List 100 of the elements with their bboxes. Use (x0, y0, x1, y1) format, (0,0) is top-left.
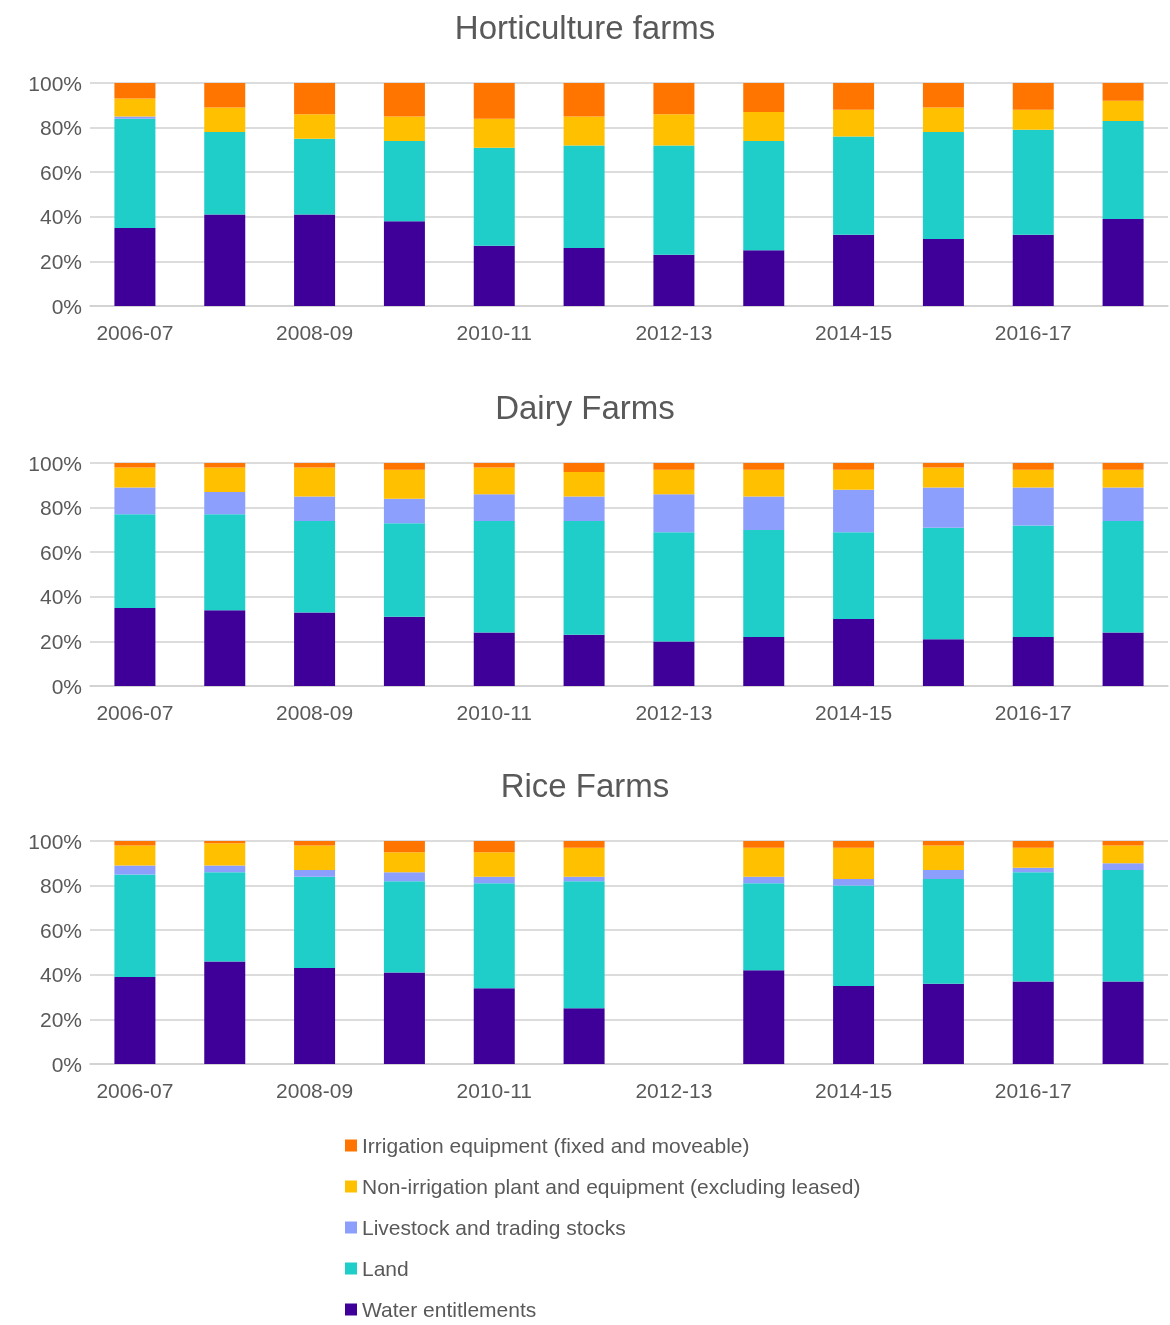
bar (294, 876, 336, 969)
bar (833, 878, 875, 886)
bar (833, 83, 875, 110)
bar (563, 145, 605, 249)
legend-label: Irrigation equipment (fixed and moveable) (362, 1134, 750, 1157)
bar (294, 612, 336, 686)
y-tick-label: 0% (51, 294, 82, 318)
bar (1102, 219, 1144, 306)
bar (922, 467, 964, 488)
bar (473, 467, 515, 495)
bar (294, 869, 336, 877)
bar (922, 83, 964, 108)
bar (922, 239, 964, 306)
bar (204, 514, 246, 611)
bar (114, 227, 156, 306)
bar (833, 109, 875, 137)
bar (833, 463, 875, 470)
bar (114, 865, 156, 875)
bar (922, 878, 964, 984)
bar (473, 494, 515, 521)
bar (653, 463, 695, 470)
bar (383, 498, 425, 524)
bar (653, 641, 695, 686)
bar (743, 883, 785, 971)
bar (833, 136, 875, 235)
bar (922, 639, 964, 686)
x-tick-label: 2010-11 (456, 321, 533, 344)
bar (1012, 867, 1054, 873)
bar (383, 83, 425, 117)
x-tick-label: 2010-11 (456, 701, 533, 724)
bar (204, 841, 246, 844)
bar (473, 118, 515, 148)
bar (1012, 109, 1054, 130)
y-tick-label: 60% (39, 540, 82, 564)
bar (114, 98, 156, 117)
bar (383, 116, 425, 141)
legend-label: Land (362, 1257, 409, 1280)
bar (833, 234, 875, 306)
bar (1102, 520, 1144, 633)
bar (383, 221, 425, 306)
bar (114, 463, 156, 468)
bar (1102, 463, 1144, 470)
bar (1102, 83, 1144, 101)
x-tick-label: 2010-11 (456, 1079, 533, 1102)
bar (1102, 845, 1144, 864)
bar (833, 841, 875, 848)
bar (1102, 100, 1144, 121)
bar (294, 520, 336, 613)
y-tick-label: 80% (39, 496, 82, 520)
bar (473, 632, 515, 686)
chart-title: Horticulture farms (454, 9, 716, 46)
x-tick-label: 2016-17 (994, 1079, 1072, 1102)
bar (294, 496, 336, 521)
bar (294, 214, 336, 306)
bar (1102, 841, 1144, 846)
x-tick-label: 2014-15 (815, 1079, 893, 1102)
bar (294, 114, 336, 139)
bar (383, 616, 425, 686)
bar (1102, 869, 1144, 982)
bar (114, 874, 156, 978)
bar (1012, 636, 1054, 686)
bar (922, 845, 964, 870)
x-tick-label: 2006-07 (96, 321, 174, 344)
y-tick-label: 100% (28, 829, 82, 853)
bar (473, 147, 515, 246)
bar (383, 881, 425, 973)
bar (1012, 129, 1054, 235)
y-tick-label: 60% (39, 160, 82, 184)
x-tick-label: 2012-13 (635, 321, 713, 344)
bar (743, 970, 785, 1064)
y-tick-label: 60% (39, 918, 82, 942)
bar (204, 463, 246, 468)
bar (1012, 525, 1054, 637)
bar (743, 111, 785, 141)
bar (743, 636, 785, 686)
bar (743, 847, 785, 877)
bar (653, 532, 695, 642)
bar (833, 847, 875, 879)
bar (563, 876, 605, 882)
bar (563, 634, 605, 686)
bar (383, 523, 425, 617)
bar (833, 532, 875, 620)
bar (743, 496, 785, 530)
bar (473, 520, 515, 633)
bar (743, 250, 785, 306)
bar (1012, 872, 1054, 982)
bar (922, 132, 964, 240)
bar (922, 983, 964, 1064)
bar (294, 83, 336, 115)
bar (922, 487, 964, 528)
bar (743, 876, 785, 884)
x-tick-label: 2008-09 (276, 321, 354, 344)
bar (204, 214, 246, 306)
bar (383, 841, 425, 853)
bar (653, 83, 695, 115)
bar (653, 145, 695, 255)
bar (1102, 469, 1144, 488)
x-tick-label: 2014-15 (815, 321, 893, 344)
bar (922, 841, 964, 846)
bar (204, 467, 246, 492)
